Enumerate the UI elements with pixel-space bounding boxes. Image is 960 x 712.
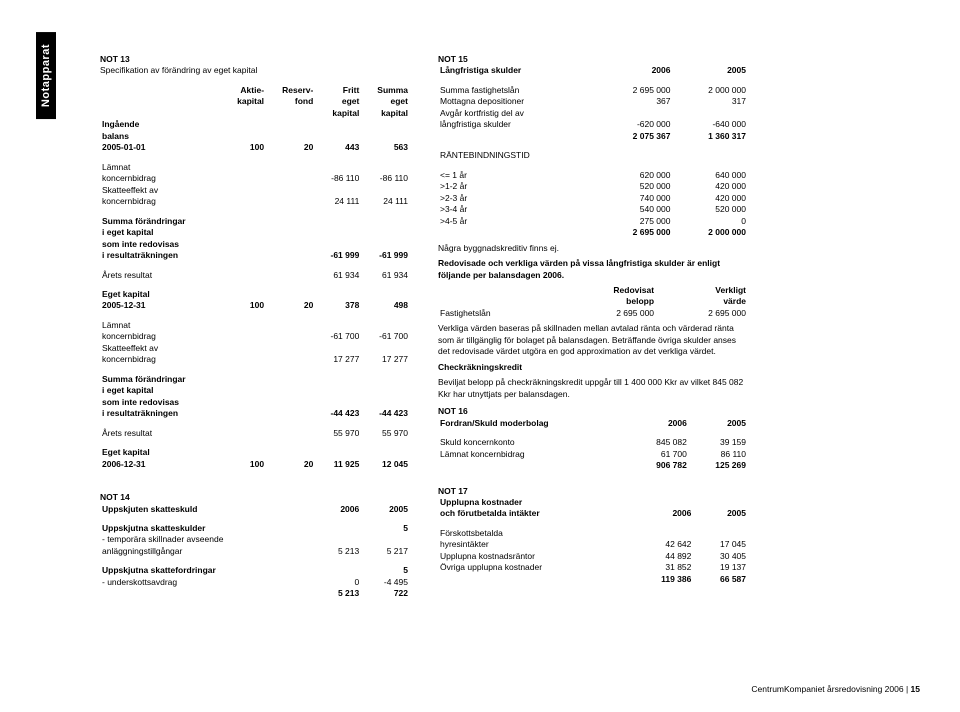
note15-p3: Verkliga värden baseras på skillnaden me… <box>438 323 748 357</box>
note15-heading: NOT 15 <box>438 54 748 65</box>
note13-subtitle: Specifikation av förändring av eget kapi… <box>100 65 410 76</box>
note15-p2: Redovisade och verkliga värden på vissa … <box>438 258 748 281</box>
footer-page: 15 <box>911 684 920 694</box>
right-column: NOT 15 Långfristiga skulder 2006 2005 Su… <box>438 48 748 600</box>
note16-heading: NOT 16 <box>438 406 748 417</box>
sidebar-tab: Notapparat <box>36 32 56 119</box>
footer: CentrumKompaniet årsredovisning 2006 | 1… <box>751 684 920 694</box>
note14-table: Uppskjuten skatteskuld 2006 2005 Uppskju… <box>100 504 410 600</box>
note15-p4: Beviljat belopp på checkräkningskredit u… <box>438 377 748 400</box>
note15-check-h: Checkräkningskredit <box>438 362 748 373</box>
note13-table: Aktie- Reserv- Fritt Summa kapital fond … <box>100 85 410 470</box>
content-columns: NOT 13 Specifikation av förändring av eg… <box>100 48 800 600</box>
note14-heading: NOT 14 <box>100 492 410 503</box>
footer-text: CentrumKompaniet årsredovisning 2006 <box>751 684 903 694</box>
note16-table: Fordran/Skuld moderbolag20062005 Skuld k… <box>438 418 748 472</box>
note17-table: Upplupna kostnader och förutbetalda intä… <box>438 497 748 585</box>
note15-table: Långfristiga skulder 2006 2005 Summa fas… <box>438 65 748 238</box>
note17-heading: NOT 17 <box>438 486 748 497</box>
note13-heading: NOT 13 <box>100 54 410 65</box>
note15-p1: Några byggnadskreditiv finns ej. <box>438 243 748 254</box>
left-column: NOT 13 Specifikation av förändring av eg… <box>100 48 410 600</box>
note15-rv-table: RedovisatVerkligt beloppvärde Fastighets… <box>438 285 748 319</box>
